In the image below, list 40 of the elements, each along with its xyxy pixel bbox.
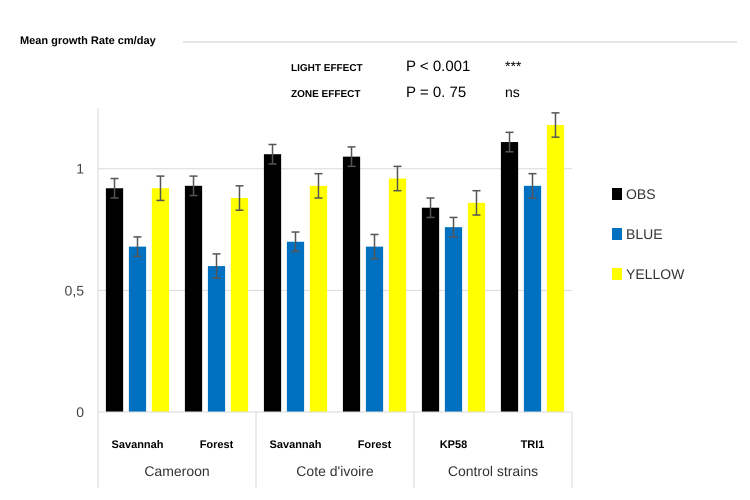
text: *** — [505, 58, 522, 74]
y-tick-label: 0,5 — [64, 282, 84, 298]
x-tick-label: TRI1 — [520, 439, 544, 451]
x-tick-label: Savannah — [270, 439, 322, 451]
bar — [546, 125, 564, 412]
bar — [184, 186, 202, 412]
legend-label: YELLOW — [626, 266, 686, 282]
bar — [286, 242, 304, 412]
bar — [468, 202, 486, 412]
text: P = 0. 75 — [406, 84, 466, 101]
bar — [366, 246, 384, 412]
legend-label: BLUE — [626, 226, 663, 242]
bar — [310, 186, 328, 412]
bar — [444, 227, 462, 412]
bar — [230, 198, 248, 412]
text: Control strains — [448, 463, 538, 479]
text: LIGHT EFFECT — [291, 63, 363, 74]
text: Cameroon — [144, 463, 210, 479]
bar — [500, 142, 518, 412]
text: ZONE EFFECT — [291, 89, 360, 100]
bar — [264, 154, 282, 412]
text: ns — [505, 84, 520, 100]
text: P < 0.001 — [406, 58, 470, 75]
bar — [128, 246, 146, 412]
y-tick-label: 1 — [76, 160, 84, 177]
bar — [388, 178, 406, 412]
text: Cote d'ivoire — [296, 463, 374, 479]
x-tick-label: KP58 — [440, 439, 468, 451]
bar — [524, 186, 542, 412]
legend-label: OBS — [626, 186, 656, 202]
bar — [152, 188, 170, 412]
bar — [208, 266, 226, 412]
bar — [422, 208, 440, 412]
chart-title: Mean growth Rate cm/day — [20, 35, 157, 47]
y-tick-label: 0 — [76, 404, 84, 420]
x-tick-label: Savannah — [112, 439, 164, 451]
bar — [106, 188, 124, 412]
x-tick-label: Forest — [200, 439, 234, 451]
x-tick-label: Forest — [358, 439, 392, 451]
bar — [342, 156, 360, 412]
